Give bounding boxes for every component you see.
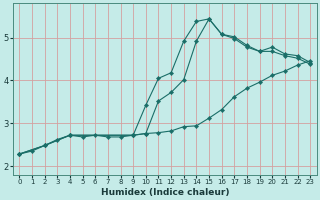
X-axis label: Humidex (Indice chaleur): Humidex (Indice chaleur) <box>100 188 229 197</box>
